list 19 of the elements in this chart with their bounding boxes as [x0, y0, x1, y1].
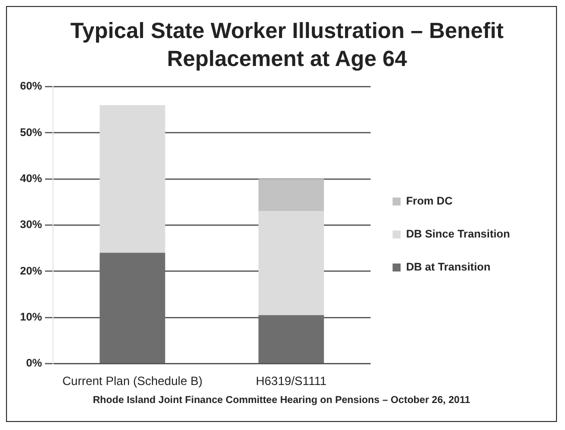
bar — [100, 105, 166, 253]
y-tick-label: 50% — [20, 126, 42, 139]
y-tick-label: 40% — [20, 172, 42, 185]
text: Rhode Island Joint Finance Committee Hearing on Pensions – October 26, 2011 — [92, 395, 472, 406]
y-tick-label: 60% — [20, 80, 42, 93]
y-tick-label: 10% — [20, 311, 42, 324]
chart-title: Typical State Worker Illustration – Benefit Replacement at Age 64 — [69, 17, 505, 73]
bar — [258, 211, 324, 316]
legend-label: DB at Transition — [406, 262, 491, 274]
y-tick-label: 0% — [26, 358, 42, 370]
legend-label: DB Since Transition — [406, 228, 510, 241]
bar — [100, 252, 166, 363]
x-tick-label: Current Plan (Schedule B) — [62, 374, 202, 388]
bar — [258, 178, 324, 212]
y-tick-label: 20% — [20, 265, 42, 278]
bar — [258, 315, 324, 363]
legend-label: From DC — [406, 196, 453, 208]
y-tick-label: 30% — [20, 219, 42, 232]
x-tick-label: H6319/S1111 — [256, 374, 327, 388]
